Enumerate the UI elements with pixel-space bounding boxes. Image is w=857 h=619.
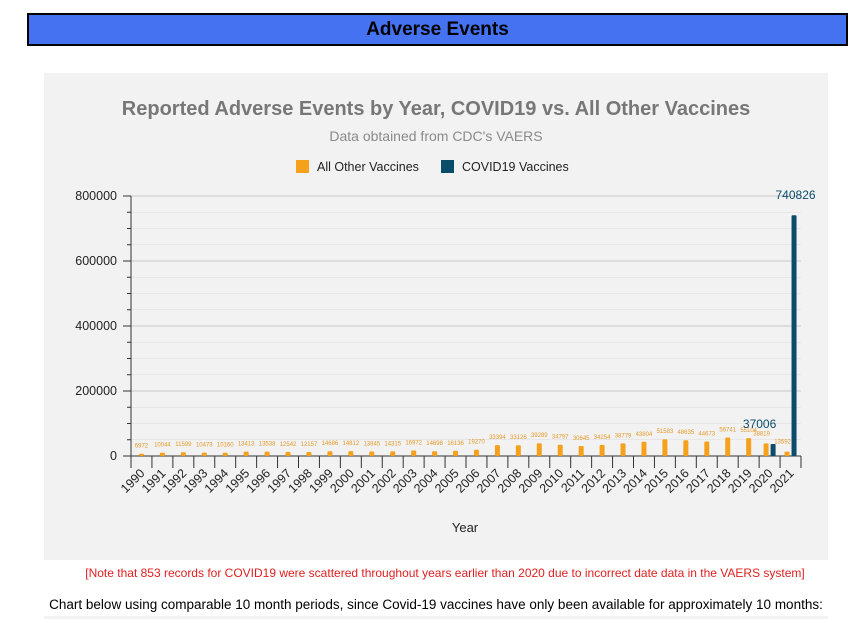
bar-other-1994 — [222, 452, 228, 456]
bar-other-2005 — [453, 450, 459, 456]
data-label-other-1991: 10044 — [154, 443, 171, 449]
bar-other-1998 — [306, 452, 312, 456]
data-label-other-2010: 34797 — [552, 435, 569, 441]
data-label-other-2009: 39289 — [531, 433, 548, 439]
y-tick-label: 800000 — [75, 189, 117, 203]
data-label-other-1993: 10473 — [196, 443, 213, 449]
bar-other-1991 — [159, 452, 165, 456]
data-label-other-2016: 48635 — [678, 430, 695, 436]
data-label-other-2012: 34254 — [594, 435, 611, 441]
data-label-other-1999: 14686 — [322, 441, 339, 447]
y-tick-label: 600000 — [75, 254, 117, 268]
data-label-other-2006: 19270 — [468, 440, 485, 446]
data-label-other-2001: 13845 — [363, 442, 380, 448]
bar-other-1997 — [285, 451, 291, 456]
chart-subtitle: Data obtained from CDC's VAERS — [329, 128, 542, 144]
y-tick-label: 0 — [110, 449, 117, 463]
bar-other-1995 — [243, 451, 249, 456]
bar-other-2019 — [746, 438, 752, 456]
page-header: Adverse Events — [27, 13, 848, 46]
data-label-other-2007: 33394 — [489, 435, 506, 441]
data-label-other-2015: 51583 — [657, 429, 674, 435]
data-label-other-2017: 44673 — [698, 431, 715, 437]
bar-other-2009 — [536, 443, 542, 456]
bar-other-2003 — [411, 450, 417, 456]
data-label-other-2021: 13592 — [774, 440, 791, 446]
bar-other-2007 — [494, 445, 500, 456]
data-label-other-2002: 14315 — [384, 441, 401, 447]
bar-other-2004 — [432, 451, 438, 456]
data-label-other-1995: 13413 — [238, 442, 255, 448]
chart-title: Reported Adverse Events by Year, COVID19… — [122, 98, 750, 120]
comparison-caption: Chart below using comparable 10 month pe… — [49, 597, 823, 612]
x-axis-title: Year — [452, 520, 479, 535]
data-label-other-2004: 14698 — [426, 441, 443, 447]
y-tick-label: 400000 — [75, 319, 117, 333]
bar-other-2013 — [620, 443, 626, 456]
adverse-events-chart: Reported Adverse Events by Year, COVID19… — [75, 98, 816, 535]
chart-data-labels: 6972 10044 11599 10473 10160 13413 13538 12542 1… — [135, 188, 816, 450]
bar-other-2008 — [515, 445, 521, 456]
bar-other-2001 — [369, 451, 375, 456]
bar-other-1996 — [264, 451, 270, 456]
bar-other-2014 — [641, 441, 647, 456]
data-label-covid-2021: 740826 — [776, 188, 816, 202]
x-tick-label: 2021 — [767, 466, 797, 496]
bar-covid-2021 — [791, 215, 797, 456]
bar-other-1999 — [327, 451, 333, 456]
data-label-other-1996: 13538 — [259, 442, 276, 448]
data-label-other-1997: 12542 — [280, 442, 297, 448]
bar-other-2018 — [725, 437, 731, 456]
y-tick-label: 200000 — [75, 384, 117, 398]
legend-label-1: COVID19 Vaccines — [462, 160, 569, 174]
legend-swatch-0 — [296, 160, 309, 173]
chart-legend: All Other Vaccines COVID19 Vaccines — [296, 160, 569, 174]
data-label-other-2011: 30645 — [573, 436, 590, 442]
bar-other-2010 — [557, 444, 563, 456]
page-title: Adverse Events — [366, 18, 509, 40]
bar-other-1990 — [138, 453, 144, 456]
legend-swatch-1 — [441, 160, 454, 173]
next-panel-edge — [44, 616, 828, 619]
bar-other-1993 — [201, 452, 207, 456]
data-label-other-1998: 12157 — [301, 442, 318, 448]
data-label-other-2020: 38819 — [753, 431, 770, 437]
bar-other-2000 — [348, 451, 354, 456]
data-label-other-1992: 11599 — [175, 442, 192, 448]
bar-other-2021 — [784, 451, 790, 456]
legend-label-0: All Other Vaccines — [317, 160, 419, 174]
data-label-other-2008: 33126 — [510, 435, 527, 441]
data-label-other-2013: 38779 — [615, 433, 632, 439]
data-label-other-1994: 10160 — [217, 443, 234, 449]
bar-other-2017 — [704, 441, 710, 456]
bar-other-1992 — [180, 452, 186, 456]
data-label-other-2005: 16136 — [447, 441, 464, 447]
bar-other-2011 — [578, 446, 584, 456]
data-note: [Note that 853 records for COVID19 were … — [85, 566, 805, 580]
bar-other-2006 — [473, 449, 479, 456]
data-label-covid-2020: 37006 — [743, 417, 777, 431]
data-label-other-2000: 14812 — [343, 441, 360, 447]
chart-grid — [131, 195, 801, 441]
bar-other-2012 — [599, 444, 605, 456]
data-label-other-2019: 55104 — [740, 428, 757, 434]
chart-bars — [138, 215, 797, 456]
chart-panel: Reported Adverse Events by Year, COVID19… — [44, 73, 828, 560]
data-label-other-2003: 16972 — [405, 440, 422, 446]
bar-other-2015 — [662, 439, 668, 456]
bar-other-2016 — [683, 440, 689, 456]
data-label-other-1990: 6972 — [135, 444, 149, 450]
bar-other-2020 — [763, 443, 769, 456]
data-label-other-2018: 56741 — [719, 428, 736, 434]
bar-covid-2020 — [770, 443, 776, 456]
bar-other-2002 — [390, 451, 396, 456]
data-label-other-2014: 43804 — [636, 432, 653, 438]
